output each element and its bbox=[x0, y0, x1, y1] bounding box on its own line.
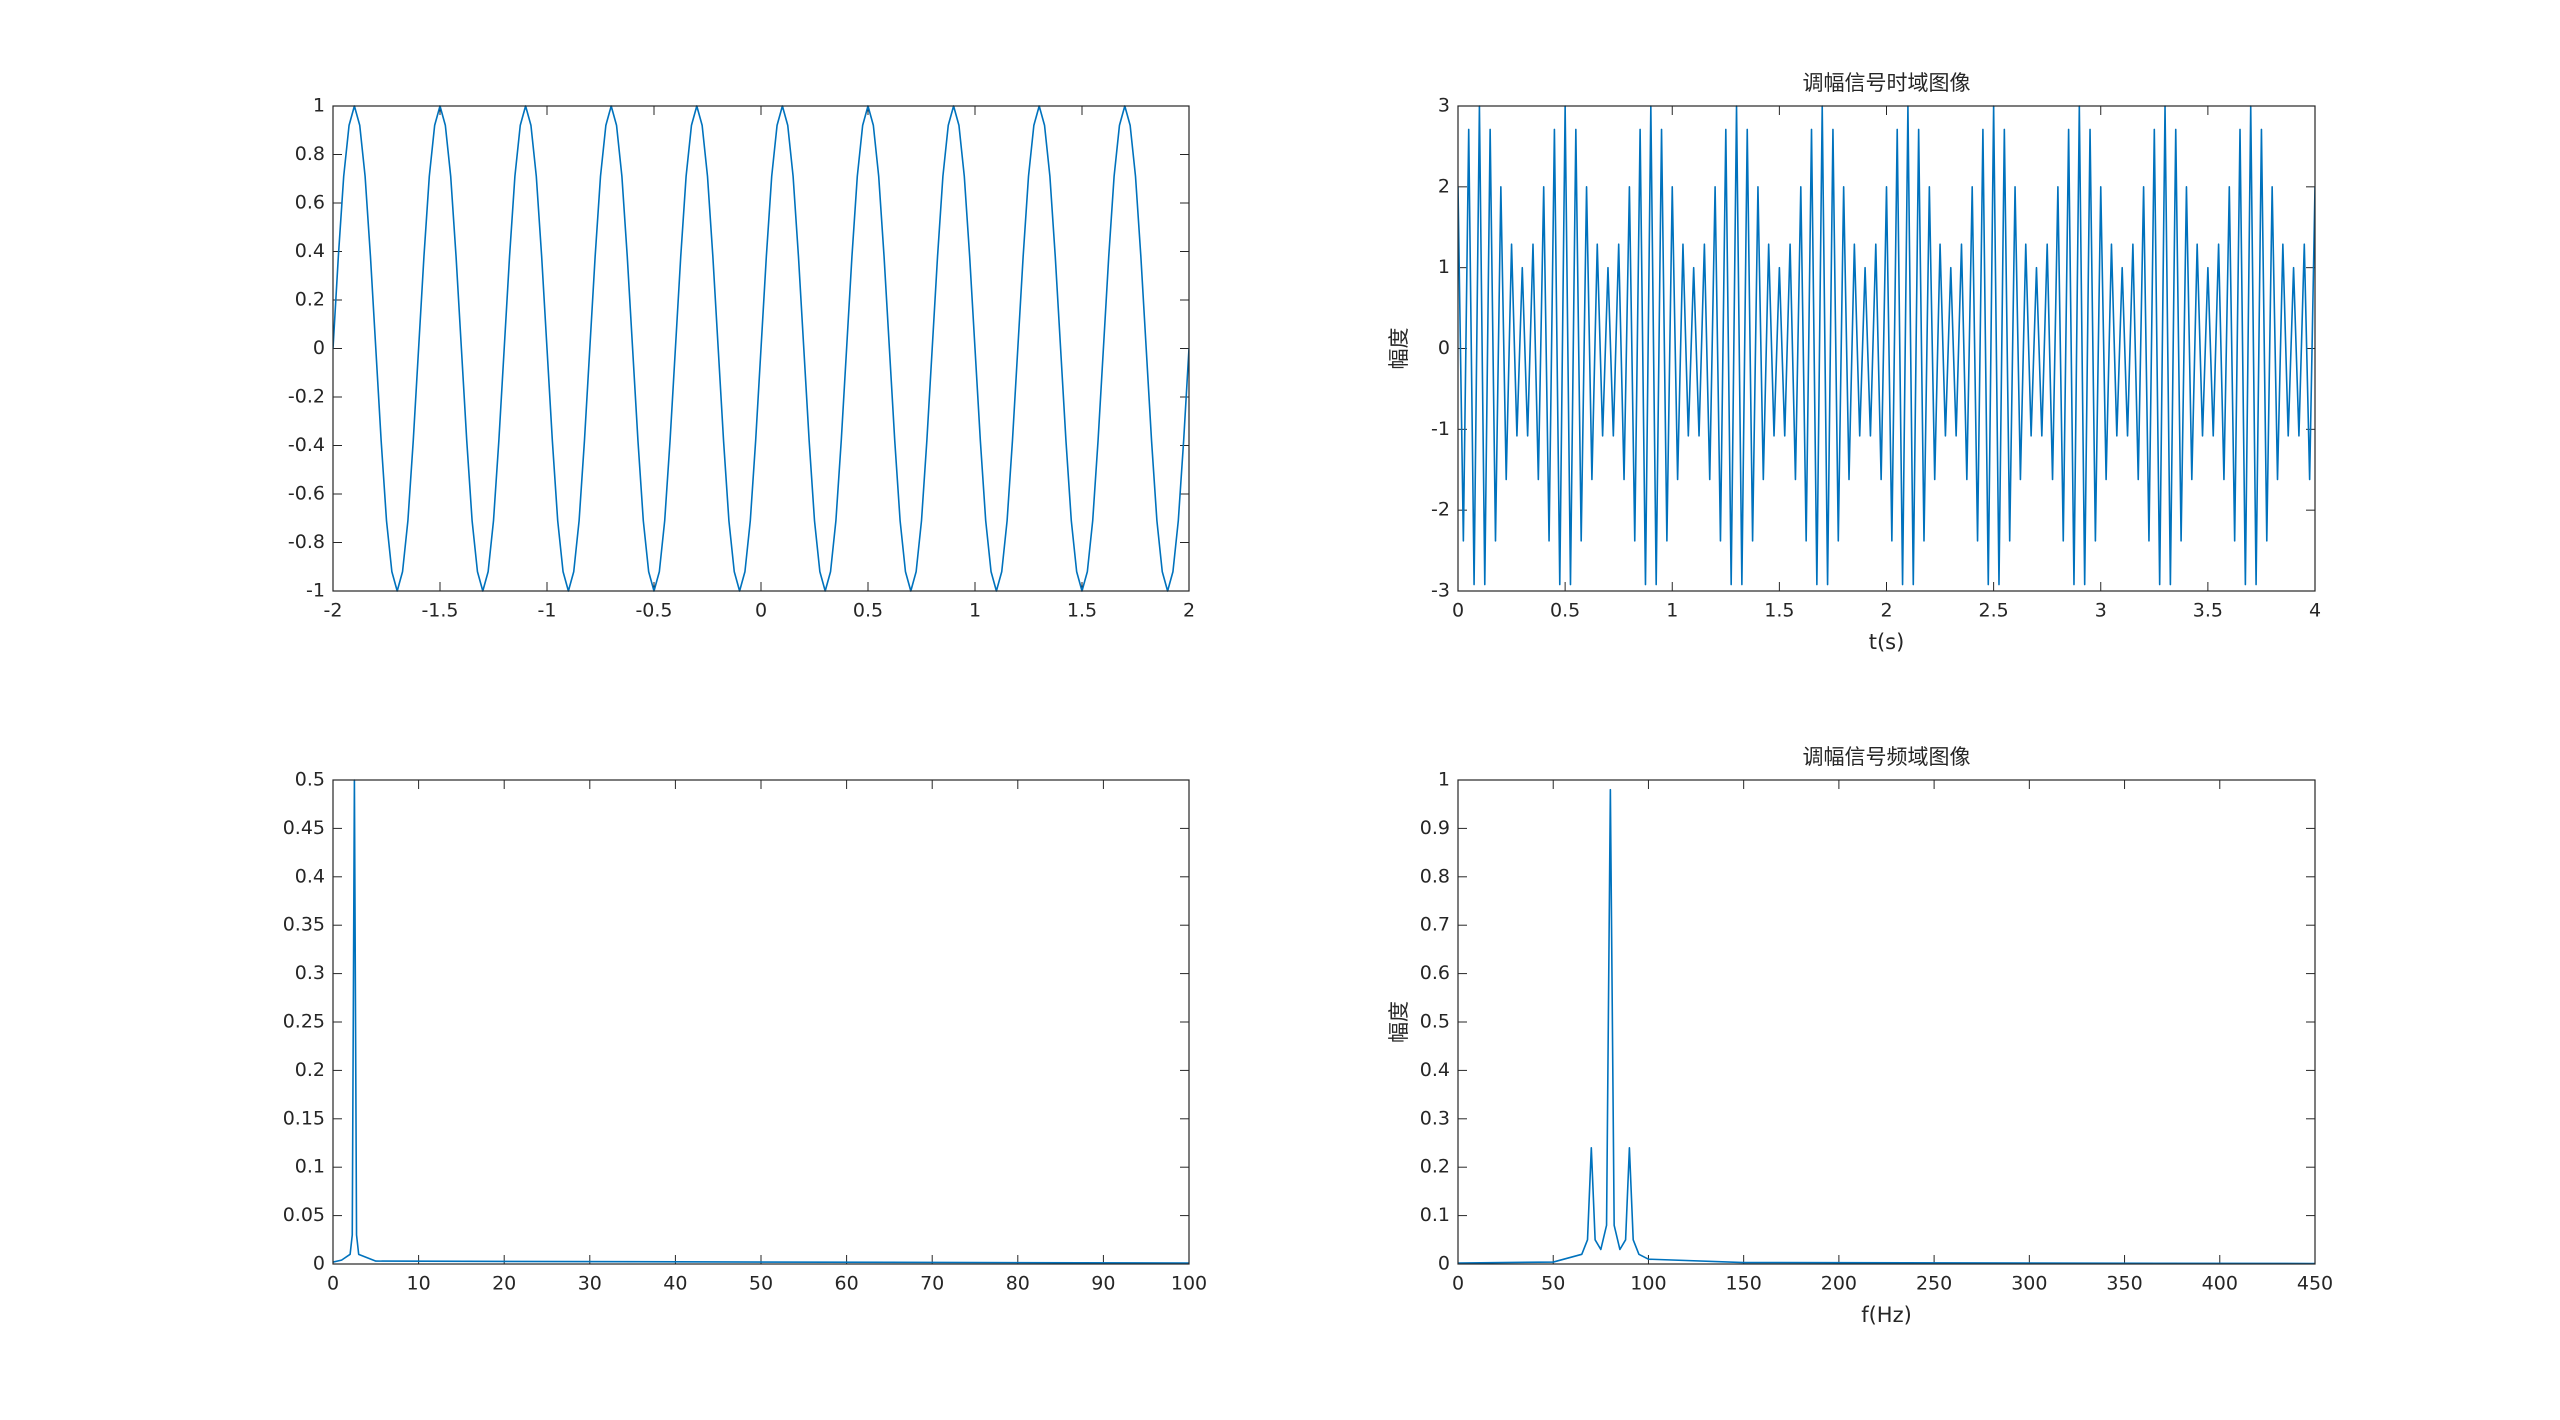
x-tick-label: 100 bbox=[1630, 1273, 1666, 1295]
x-tick-label: 10 bbox=[407, 1273, 431, 1295]
data-line bbox=[1458, 105, 2315, 586]
y-tick-label: 0.4 bbox=[295, 240, 325, 262]
x-axis-label: f(Hz) bbox=[1861, 1303, 1912, 1327]
x-tick-label: 90 bbox=[1091, 1273, 1115, 1295]
y-tick-label: 0 bbox=[1438, 1253, 1450, 1275]
y-tick-label: 0.8 bbox=[295, 143, 325, 165]
x-tick-label: -1 bbox=[538, 600, 557, 622]
chart-title: 调幅信号时域图像 bbox=[1803, 71, 1971, 95]
y-tick-label: -0.4 bbox=[288, 434, 325, 456]
x-tick-label: 0.5 bbox=[853, 600, 883, 622]
x-tick-label: 60 bbox=[835, 1273, 859, 1295]
axes: 0 10 20 30 40 50 60 70 80 90 100 0 0.05 0.1 0.15 0.2 0.2… bbox=[283, 769, 1207, 1295]
y-tick-label: 0.1 bbox=[295, 1156, 325, 1178]
x-tick-label: 0 bbox=[1452, 600, 1464, 622]
x-tick-label: 200 bbox=[1821, 1273, 1857, 1295]
y-tick-label: 0 bbox=[313, 337, 325, 359]
y-tick-label: 0.3 bbox=[295, 962, 325, 984]
y-tick-label: 0.5 bbox=[1420, 1011, 1450, 1033]
x-tick-label: 70 bbox=[920, 1273, 944, 1295]
y-tick-label: -0.2 bbox=[288, 386, 325, 408]
x-axis-label: t(s) bbox=[1869, 630, 1905, 654]
x-tick-label: 2 bbox=[1183, 600, 1195, 622]
y-tick-label: -2 bbox=[1431, 499, 1450, 521]
y-tick-label: 0.5 bbox=[295, 769, 325, 791]
x-tick-label: 350 bbox=[2106, 1273, 2142, 1295]
y-tick-label: 0.6 bbox=[295, 192, 325, 214]
y-tick-label: -1 bbox=[1431, 418, 1450, 440]
x-tick-label: 20 bbox=[492, 1273, 516, 1295]
x-tick-label: -1.5 bbox=[421, 600, 458, 622]
axes-box bbox=[332, 779, 1190, 1265]
y-tick-label: 0.2 bbox=[1420, 1156, 1450, 1178]
axes: -2 -1.5 -1 -0.5 0 0.5 1 1.5 2 -1 -0.8 -0.6 -0.4 -0.2 0… bbox=[288, 95, 1195, 622]
data-line bbox=[1458, 788, 2315, 1265]
x-tick-label: 400 bbox=[2202, 1273, 2238, 1295]
x-tick-label: 1 bbox=[969, 600, 981, 622]
y-tick-label: 0.8 bbox=[1420, 865, 1450, 887]
axes-box bbox=[332, 105, 1190, 592]
y-tick-label: 1 bbox=[1438, 769, 1450, 791]
y-tick-label: 0.6 bbox=[1420, 962, 1450, 984]
y-tick-label: 0.35 bbox=[283, 914, 325, 936]
y-tick-label: -1 bbox=[306, 580, 325, 602]
y-tick-label: 0 bbox=[1438, 337, 1450, 359]
x-tick-label: 300 bbox=[2011, 1273, 2047, 1295]
y-tick-label: 0 bbox=[313, 1253, 325, 1275]
y-tick-label: 0.4 bbox=[1420, 1059, 1450, 1081]
x-tick-label: 1.5 bbox=[1764, 600, 1794, 622]
y-tick-label: 0.15 bbox=[283, 1107, 325, 1129]
x-tick-label: 150 bbox=[1726, 1273, 1762, 1295]
x-tick-label: 2.5 bbox=[1979, 600, 2009, 622]
y-tick-label: -0.8 bbox=[288, 531, 325, 553]
y-tick-label: -3 bbox=[1431, 580, 1450, 602]
x-tick-label: 1 bbox=[1666, 600, 1678, 622]
y-tick-label: 0.4 bbox=[295, 865, 325, 887]
x-tick-label: 0 bbox=[755, 600, 767, 622]
y-axis-label: 幅度 bbox=[1387, 328, 1411, 370]
y-tick-label: -0.6 bbox=[288, 483, 325, 505]
y-tick-label: 0.2 bbox=[295, 289, 325, 311]
chart-title: 调幅信号频域图像 bbox=[1803, 745, 1971, 769]
x-tick-label: 450 bbox=[2297, 1273, 2333, 1295]
axes-box bbox=[1457, 779, 2316, 1265]
x-tick-label: 4 bbox=[2309, 600, 2321, 622]
x-tick-label: 30 bbox=[578, 1273, 602, 1295]
x-tick-label: 0 bbox=[327, 1273, 339, 1295]
x-tick-label: 0 bbox=[1452, 1273, 1464, 1295]
y-tick-label: 1 bbox=[313, 95, 325, 117]
y-tick-label: 0.05 bbox=[283, 1204, 325, 1226]
y-axis-label: 幅度 bbox=[1387, 1001, 1411, 1043]
y-tick-label: 0.1 bbox=[1420, 1204, 1450, 1226]
x-tick-label: 80 bbox=[1006, 1273, 1030, 1295]
y-tick-label: 0.25 bbox=[283, 1011, 325, 1033]
y-tick-label: 0.45 bbox=[283, 817, 325, 839]
x-tick-label: 40 bbox=[663, 1273, 687, 1295]
x-tick-label: 50 bbox=[749, 1273, 773, 1295]
axes: 0 0.5 1 1.5 2 2.5 3 3.5 4 -3 -2 -1 0 1 2 3 调幅信号时域图像 t(s) 幅… bbox=[1387, 71, 2321, 654]
x-tick-label: 50 bbox=[1541, 1273, 1565, 1295]
x-tick-label: 100 bbox=[1171, 1273, 1207, 1295]
y-tick-label: 3 bbox=[1438, 95, 1450, 117]
axes: 0 50 100 150 200 250 300 350 400 450 0 0.1 0.2 0.3 0.4… bbox=[1387, 745, 2333, 1327]
y-tick-label: 0.2 bbox=[295, 1059, 325, 1081]
y-tick-label: 0.9 bbox=[1420, 817, 1450, 839]
x-tick-label: 3 bbox=[2095, 600, 2107, 622]
y-tick-label: 0.7 bbox=[1420, 914, 1450, 936]
x-tick-label: 0.5 bbox=[1550, 600, 1580, 622]
x-tick-label: 1.5 bbox=[1067, 600, 1097, 622]
x-tick-label: 2 bbox=[1880, 600, 1892, 622]
axes-box bbox=[1457, 105, 2316, 592]
x-tick-label: 3.5 bbox=[2193, 600, 2223, 622]
x-tick-label: 250 bbox=[1916, 1273, 1952, 1295]
data-line bbox=[333, 105, 1189, 592]
x-tick-label: -0.5 bbox=[635, 600, 672, 622]
y-tick-label: 0.3 bbox=[1420, 1107, 1450, 1129]
y-tick-label: 2 bbox=[1438, 175, 1450, 197]
y-tick-label: 1 bbox=[1438, 256, 1450, 278]
x-tick-label: -2 bbox=[324, 600, 343, 622]
